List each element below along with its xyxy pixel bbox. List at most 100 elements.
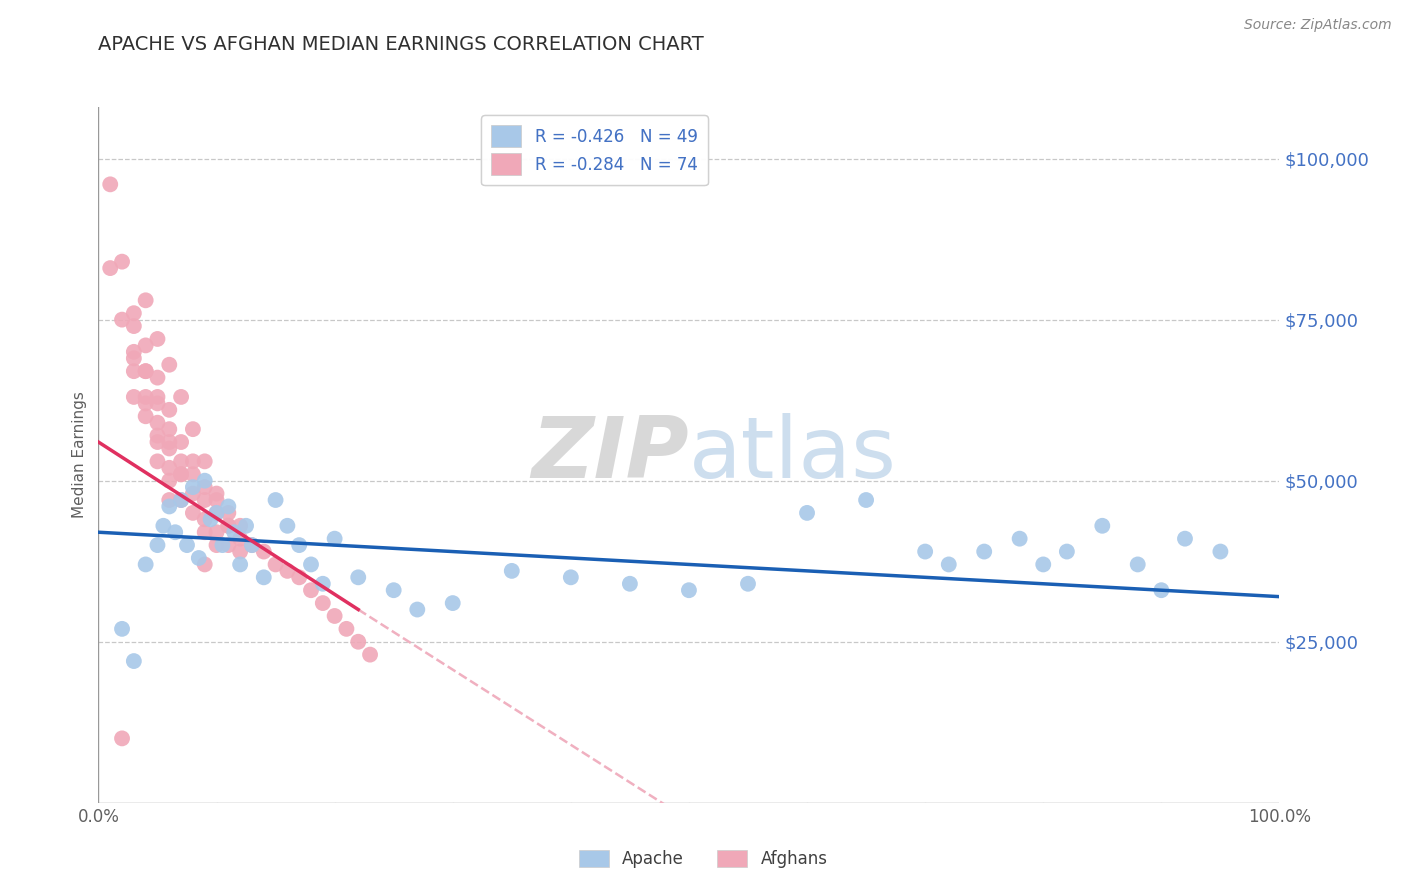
Point bbox=[1056, 544, 1078, 558]
Point bbox=[382, 583, 405, 598]
Point bbox=[111, 622, 134, 636]
Point bbox=[170, 467, 193, 482]
Text: atlas: atlas bbox=[689, 413, 897, 497]
Point bbox=[205, 493, 228, 508]
Point bbox=[229, 558, 252, 572]
Point bbox=[312, 596, 335, 610]
Point bbox=[205, 506, 228, 520]
Point bbox=[194, 512, 217, 526]
Point bbox=[240, 538, 263, 552]
Point bbox=[157, 435, 180, 450]
Point bbox=[170, 390, 193, 404]
Point bbox=[135, 364, 157, 378]
Point bbox=[678, 583, 700, 598]
Point bbox=[157, 460, 180, 475]
Point bbox=[1091, 518, 1114, 533]
Point bbox=[111, 254, 134, 268]
Point bbox=[181, 454, 204, 468]
Point bbox=[217, 518, 239, 533]
Point bbox=[170, 493, 193, 508]
Point bbox=[264, 493, 287, 508]
Point bbox=[146, 390, 169, 404]
Point bbox=[135, 390, 157, 404]
Point bbox=[229, 532, 252, 546]
Point bbox=[1150, 583, 1173, 598]
Point bbox=[240, 538, 263, 552]
Point bbox=[122, 390, 145, 404]
Point bbox=[276, 518, 298, 533]
Point bbox=[253, 570, 276, 584]
Point bbox=[1209, 544, 1232, 558]
Point bbox=[135, 338, 157, 352]
Point bbox=[619, 576, 641, 591]
Point bbox=[1174, 532, 1197, 546]
Point bbox=[501, 564, 523, 578]
Point bbox=[157, 402, 180, 417]
Point bbox=[441, 596, 464, 610]
Point bbox=[135, 558, 157, 572]
Point bbox=[122, 344, 145, 359]
Point bbox=[276, 564, 298, 578]
Text: Source: ZipAtlas.com: Source: ZipAtlas.com bbox=[1244, 18, 1392, 32]
Point bbox=[288, 538, 311, 552]
Point bbox=[98, 178, 121, 192]
Point bbox=[217, 500, 239, 514]
Point bbox=[157, 422, 180, 436]
Point bbox=[914, 544, 936, 558]
Point bbox=[194, 493, 217, 508]
Legend: R = -0.426   N = 49, R = -0.284   N = 74: R = -0.426 N = 49, R = -0.284 N = 74 bbox=[481, 115, 707, 185]
Point bbox=[157, 442, 180, 456]
Point bbox=[1126, 558, 1149, 572]
Point bbox=[165, 525, 187, 540]
Point bbox=[157, 474, 180, 488]
Point bbox=[170, 435, 193, 450]
Point bbox=[135, 293, 157, 308]
Point bbox=[737, 576, 759, 591]
Point bbox=[181, 422, 204, 436]
Point bbox=[205, 486, 228, 500]
Point bbox=[323, 609, 346, 624]
Point bbox=[406, 602, 429, 616]
Point bbox=[181, 506, 204, 520]
Point bbox=[335, 622, 357, 636]
Point bbox=[122, 351, 145, 366]
Point bbox=[194, 454, 217, 468]
Point bbox=[157, 358, 180, 372]
Point bbox=[122, 319, 145, 334]
Point bbox=[181, 480, 204, 494]
Point bbox=[1008, 532, 1031, 546]
Point bbox=[146, 454, 169, 468]
Point bbox=[135, 364, 157, 378]
Point bbox=[347, 634, 370, 648]
Point bbox=[122, 364, 145, 378]
Point bbox=[146, 396, 169, 410]
Point bbox=[299, 583, 322, 598]
Point bbox=[229, 544, 252, 558]
Point bbox=[229, 518, 252, 533]
Point bbox=[359, 648, 381, 662]
Point bbox=[194, 525, 217, 540]
Text: ZIP: ZIP bbox=[531, 413, 689, 497]
Point bbox=[194, 558, 217, 572]
Point bbox=[146, 538, 169, 552]
Point bbox=[146, 435, 169, 450]
Point bbox=[796, 506, 818, 520]
Point bbox=[224, 525, 246, 540]
Point bbox=[855, 493, 877, 508]
Point bbox=[194, 474, 217, 488]
Point bbox=[205, 506, 228, 520]
Point bbox=[200, 512, 222, 526]
Point bbox=[211, 538, 233, 552]
Point bbox=[170, 467, 193, 482]
Point bbox=[146, 370, 169, 384]
Point bbox=[181, 486, 204, 500]
Point bbox=[152, 518, 174, 533]
Legend: Apache, Afghans: Apache, Afghans bbox=[572, 843, 834, 875]
Point bbox=[122, 654, 145, 668]
Point bbox=[111, 312, 134, 326]
Point bbox=[122, 306, 145, 320]
Point bbox=[217, 538, 239, 552]
Point bbox=[217, 518, 239, 533]
Point bbox=[135, 409, 157, 424]
Point bbox=[157, 493, 180, 508]
